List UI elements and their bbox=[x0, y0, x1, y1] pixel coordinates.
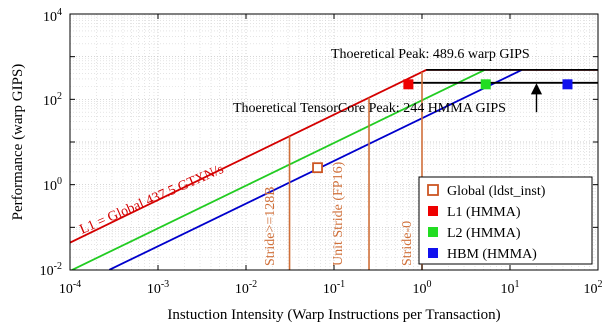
x-tick-label: 102 bbox=[584, 279, 603, 297]
data-point-3 bbox=[562, 79, 573, 90]
y-tick-label: 104 bbox=[43, 7, 62, 25]
x-tick-label: 10-4 bbox=[59, 279, 81, 297]
x-tick-label: 10-1 bbox=[323, 279, 345, 297]
legend-marker-hbm bbox=[428, 248, 438, 258]
x-tick-label: 101 bbox=[501, 279, 520, 297]
y-axis-title: Performance (warp GIPS) bbox=[10, 64, 26, 221]
tensorcore-peak-label: Thoeretical TensorCore Peak: 244 HMMA GI… bbox=[233, 101, 506, 116]
x-axis-ticks bbox=[69, 14, 599, 270]
data-point-2 bbox=[480, 79, 491, 90]
y-axis-ticks bbox=[70, 13, 598, 271]
legend-label-global: Global (ldst_inst) bbox=[447, 184, 546, 199]
data-point-1 bbox=[403, 79, 414, 90]
stride-0-label: Stride-0 bbox=[400, 221, 415, 266]
legend-marker-l1 bbox=[428, 206, 438, 216]
peak-label: Thoeretical Peak: 489.6 warp GIPS bbox=[331, 47, 530, 62]
y-tick-label: 102 bbox=[43, 91, 62, 109]
stride-128b-label: Stride>=128B bbox=[263, 186, 278, 266]
roofline-1 bbox=[71, 69, 486, 270]
x-tick-label: 10-3 bbox=[147, 279, 169, 297]
unit-stride-label: Unit Stride (FP16) bbox=[331, 161, 346, 266]
x-tick-label: 100 bbox=[413, 279, 432, 297]
legend-label-l2: L2 (HMMA) bbox=[447, 226, 521, 241]
y-tick-label: 10-2 bbox=[40, 261, 62, 279]
legend-box bbox=[418, 176, 593, 265]
legend-marker-l2 bbox=[428, 227, 438, 237]
y-tick-label: 100 bbox=[43, 176, 62, 194]
x-tick-label: 10-2 bbox=[235, 279, 257, 297]
data-point-group bbox=[312, 79, 573, 174]
legend: Global (ldst_inst) L1 (HMMA) L2 (HMMA) H… bbox=[418, 176, 593, 265]
legend-label-l1: L1 (HMMA) bbox=[447, 205, 521, 220]
legend-label-hbm: HBM (HMMA) bbox=[447, 247, 537, 262]
legend-marker-global bbox=[427, 184, 439, 196]
data-point-0 bbox=[312, 162, 323, 174]
x-axis-title: Instuction Intensity (Warp Instructions … bbox=[167, 307, 500, 323]
